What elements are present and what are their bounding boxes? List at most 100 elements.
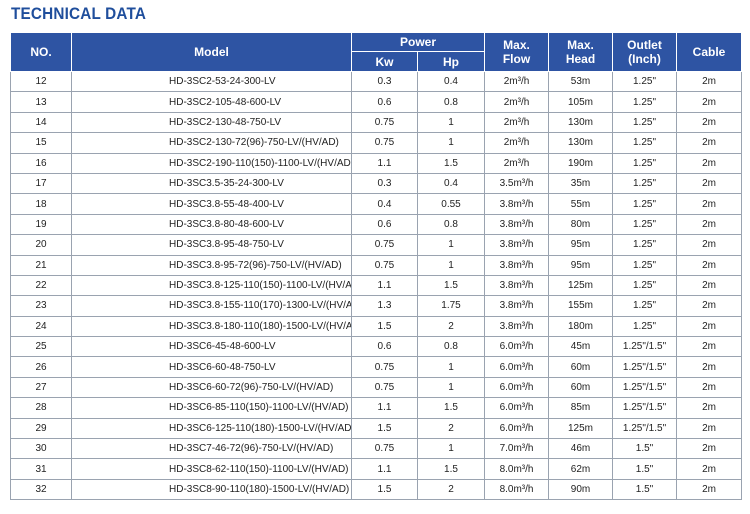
cell-model: HD-3SC6-60-48-750-LV <box>71 356 352 378</box>
cell-hp: 1.5 <box>416 458 486 480</box>
table-row: 12 HD-3SC2-53-24-300-LV 0.3 0.4 2m³/h 53m 1.25… <box>10 70 743 93</box>
cell-model: HD-3SC8-62-110(150)-1100-LV/(HV/AD) <box>71 458 352 480</box>
header-kw: Kw <box>351 51 418 72</box>
cell-head: 55m <box>548 193 614 215</box>
table-row: 15 HD-3SC2-130-72(96)-750-LV/(HV/AD) 0.75 1… <box>10 132 743 154</box>
cell-outlet: 1.25"/1.5" <box>612 356 678 378</box>
cell-hp: 1 <box>416 356 486 378</box>
cell-hp: 1.5 <box>416 397 486 419</box>
cell-cable: 2m <box>676 70 743 93</box>
cell-model: HD-3SC6-85-110(150)-1100-LV/(HV/AD) <box>71 397 352 419</box>
cell-model: HD-3SC2-190-110(150)-1100-LV/(HV/AD) <box>71 152 352 174</box>
cell-head: 155m <box>548 295 614 317</box>
cell-kw: 0.6 <box>351 91 418 113</box>
header-cable: Cable <box>676 32 743 72</box>
cell-kw: 0.75 <box>351 111 418 134</box>
cell-outlet: 1.25" <box>612 213 678 236</box>
cell-head: 130m <box>548 132 614 154</box>
cell-head: 60m <box>548 376 614 399</box>
cell-hp: 1 <box>416 111 486 134</box>
cell-hp: 1.75 <box>416 295 486 317</box>
table-row: 25 HD-3SC6-45-48-600-LV 0.6 0.8 6.0m³/h 45m 1.… <box>10 336 743 358</box>
cell-kw: 1.5 <box>351 417 418 440</box>
cell-kw: 0.6 <box>351 336 418 358</box>
cell-hp: 1.5 <box>416 274 486 297</box>
cell-no: 15 <box>10 132 72 154</box>
table-row: 31 HD-3SC8-62-110(150)-1100-LV/(HV/AD) 1.1… <box>10 458 743 480</box>
cell-cable: 2m <box>676 458 743 480</box>
cell-hp: 0.4 <box>416 70 486 93</box>
cell-hp: 1 <box>416 234 486 256</box>
cell-head: 190m <box>548 152 614 174</box>
cell-model: HD-3SC3.8-55-48-400-LV <box>71 193 352 215</box>
header-max-head: Max. Head <box>548 32 614 72</box>
header-model: Model <box>71 32 352 72</box>
cell-model: HD-3SC3.8-95-72(96)-750-LV/(HV/AD) <box>71 254 352 276</box>
cell-model: HD-3SC2-130-48-750-LV <box>71 111 352 134</box>
cell-hp: 0.55 <box>416 193 486 215</box>
cell-hp: 2 <box>416 417 486 440</box>
cell-kw: 1.1 <box>351 458 418 480</box>
cell-cable: 2m <box>676 397 743 419</box>
table-row: 24 HD-3SC3.8-180-110(180)-1500-LV/(HV/AD)… <box>10 315 743 338</box>
cell-outlet: 1.25"/1.5" <box>612 397 678 419</box>
technical-data-table: NO. Model Power Max. Flow Max. Head Outlet… <box>10 32 743 501</box>
table-row: 20 HD-3SC3.8-95-48-750-LV 0.75 1 3.8m³/h 95m 1… <box>10 234 743 256</box>
cell-model: HD-3SC2-105-48-600-LV <box>71 91 352 113</box>
cell-cable: 2m <box>676 234 743 256</box>
cell-model: HD-3SC3.8-125-110(150)-1100-LV/(HV/AD) <box>71 274 352 297</box>
cell-kw: 0.75 <box>351 234 418 256</box>
cell-hp: 1 <box>416 254 486 276</box>
cell-head: 130m <box>548 111 614 134</box>
cell-no: 26 <box>10 356 72 378</box>
cell-model: HD-3SC3.8-80-48-600-LV <box>71 213 352 236</box>
cell-cable: 2m <box>676 478 743 501</box>
cell-flow: 6.0m³/h <box>484 376 550 399</box>
header-power: Power <box>350 32 486 52</box>
cell-flow: 2m³/h <box>484 152 550 174</box>
cell-kw: 0.75 <box>351 132 418 154</box>
table-body: 12 HD-3SC2-53-24-300-LV 0.3 0.4 2m³/h 53m 1.25… <box>10 70 743 501</box>
cell-no: 32 <box>10 478 72 501</box>
cell-no: 22 <box>10 274 72 297</box>
cell-head: 80m <box>548 213 614 236</box>
cell-model: HD-3SC6-60-72(96)-750-LV/(HV/AD) <box>71 376 352 399</box>
cell-hp: 2 <box>416 315 486 338</box>
cell-head: 90m <box>548 478 614 501</box>
cell-flow: 2m³/h <box>484 91 550 113</box>
cell-flow: 3.5m³/h <box>484 172 550 195</box>
cell-hp: 0.4 <box>416 172 486 195</box>
cell-flow: 2m³/h <box>484 70 550 93</box>
header-no: NO. <box>10 32 72 72</box>
cell-outlet: 1.25" <box>612 254 678 276</box>
cell-head: 125m <box>548 417 614 440</box>
table-row: 13 HD-3SC2-105-48-600-LV 0.6 0.8 2m³/h 105m 1.… <box>10 91 743 113</box>
table-row: 14 HD-3SC2-130-48-750-LV 0.75 1 2m³/h 130m 1.2… <box>10 111 743 134</box>
cell-flow: 3.8m³/h <box>484 234 550 256</box>
cell-outlet: 1.25" <box>612 111 678 134</box>
cell-head: 60m <box>548 356 614 378</box>
cell-kw: 1.1 <box>351 152 418 174</box>
cell-cable: 2m <box>676 417 743 440</box>
cell-outlet: 1.25" <box>612 274 678 297</box>
cell-flow: 3.8m³/h <box>484 254 550 276</box>
cell-flow: 8.0m³/h <box>484 478 550 501</box>
cell-hp: 1.5 <box>416 152 486 174</box>
cell-flow: 2m³/h <box>484 111 550 134</box>
cell-head: 45m <box>548 336 614 358</box>
cell-outlet: 1.5" <box>612 458 678 480</box>
cell-kw: 0.3 <box>351 172 418 195</box>
cell-no: 16 <box>10 152 72 174</box>
cell-head: 105m <box>548 91 614 113</box>
cell-cable: 2m <box>676 336 743 358</box>
cell-outlet: 1.25"/1.5" <box>612 376 678 399</box>
cell-outlet: 1.25" <box>612 152 678 174</box>
table-row: 17 HD-3SC3.5-35-24-300-LV 0.3 0.4 3.5m³/h 35m… <box>10 172 743 195</box>
cell-model: HD-3SC3.5-35-24-300-LV <box>71 172 352 195</box>
cell-cable: 2m <box>676 356 743 378</box>
table-row: 30 HD-3SC7-46-72(96)-750-LV/(HV/AD) 0.75 1 7… <box>10 438 743 460</box>
cell-no: 21 <box>10 254 72 276</box>
table-row: 19 HD-3SC3.8-80-48-600-LV 0.6 0.8 3.8m³/h 80m… <box>10 213 743 236</box>
cell-model: HD-3SC2-130-72(96)-750-LV/(HV/AD) <box>71 132 352 154</box>
cell-flow: 7.0m³/h <box>484 438 550 460</box>
